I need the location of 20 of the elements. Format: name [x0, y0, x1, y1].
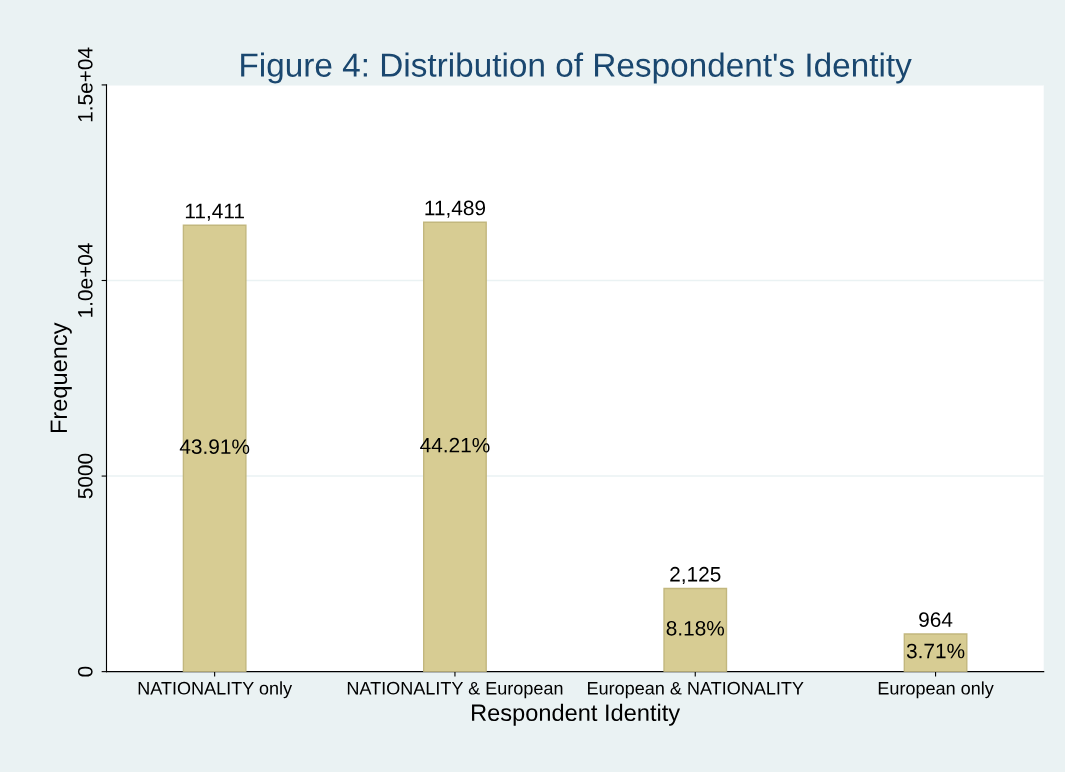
- y-axis-title: Frequency: [50, 322, 72, 433]
- x-tick-label: NATIONALITY only: [138, 681, 293, 699]
- x-tick-label: European & NATIONALITY: [588, 681, 804, 699]
- y-tick-label: 0: [77, 666, 93, 677]
- annotation: 3.71%: [906, 643, 965, 659]
- x-tick-label: European only: [878, 681, 994, 699]
- data-label: 964: [919, 612, 953, 628]
- chart-title: Figure 4: Distribution of Respondent's Identity: [241, 52, 912, 84]
- data-label: 11,411: [185, 203, 244, 221]
- x-tick-label: NATIONALITY & European: [347, 681, 563, 699]
- data-label: 2,125: [670, 566, 721, 585]
- y-tick-label: 1.0e+04: [77, 243, 93, 317]
- y-tick-label: 5000: [77, 453, 93, 499]
- x-axis-title: Respondent Identity: [472, 703, 681, 726]
- y-tick-label: 1.5e+04: [77, 47, 93, 122]
- annotation: 43.91%: [179, 439, 250, 455]
- annotation: 44.21%: [420, 437, 490, 453]
- bar: [663, 587, 728, 672]
- data-label: 11,489: [425, 200, 486, 218]
- annotation: 8.18%: [666, 620, 725, 636]
